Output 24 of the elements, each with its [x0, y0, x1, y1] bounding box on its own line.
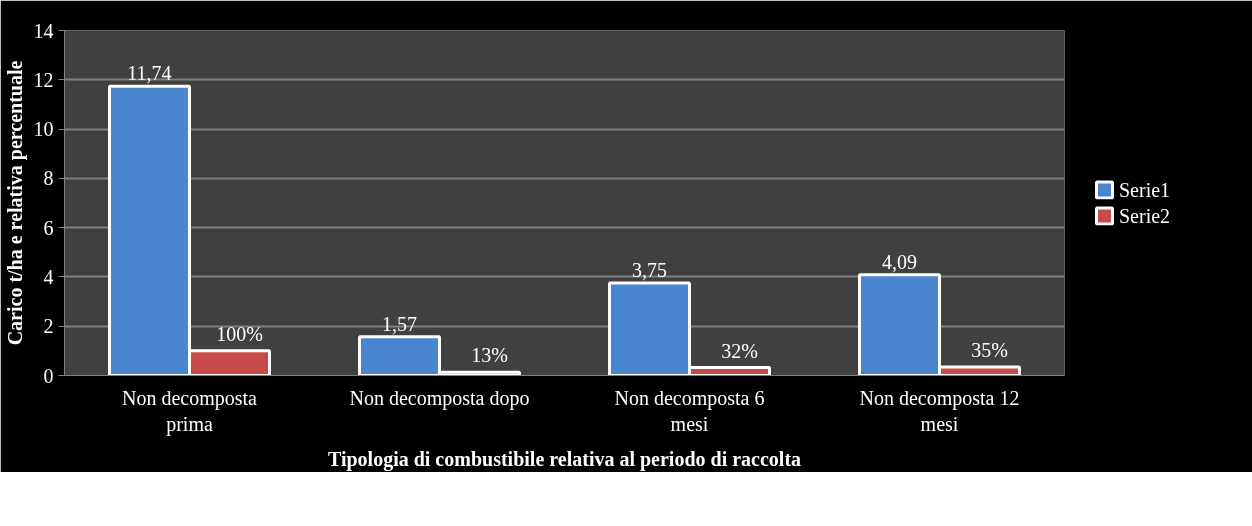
y-tick-label: 6 [43, 216, 54, 239]
data-label: 13% [471, 344, 508, 367]
x-axis-title: Tipologia di combustibile relativa al periodo di raccolta [327, 447, 802, 471]
data-label: 1,57 [382, 312, 417, 335]
y-tick-label: 0 [43, 364, 54, 387]
x-tick-label: Non decomposta 6 mesi [614, 386, 765, 435]
data-label: 100% [216, 322, 263, 345]
data-label: 11,74 [127, 62, 172, 85]
y-tick-label: 10 [33, 118, 54, 141]
data-label: 32% [721, 339, 758, 362]
data-label: 35% [971, 338, 1008, 361]
data-label: 3,75 [632, 259, 667, 282]
y-tick-label: 4 [43, 265, 54, 288]
x-tick-label: Non decomposta 12 mesi [859, 386, 1020, 435]
legend-label: Serie1 [1119, 178, 1171, 201]
legend-label: Serie2 [1119, 204, 1171, 227]
y-axis-title: Carico t/ha e relativa percentuale [3, 60, 27, 346]
y-tick-label: 2 [43, 315, 54, 338]
y-tick-label: 12 [33, 68, 54, 91]
y-tick-label: 14 [33, 19, 54, 42]
data-label: 4,09 [882, 250, 917, 273]
x-tick-label: Non decomposta dopo [349, 386, 530, 410]
x-tick-label: Non decomposta prima [122, 386, 258, 436]
y-tick-label: 8 [43, 167, 54, 190]
